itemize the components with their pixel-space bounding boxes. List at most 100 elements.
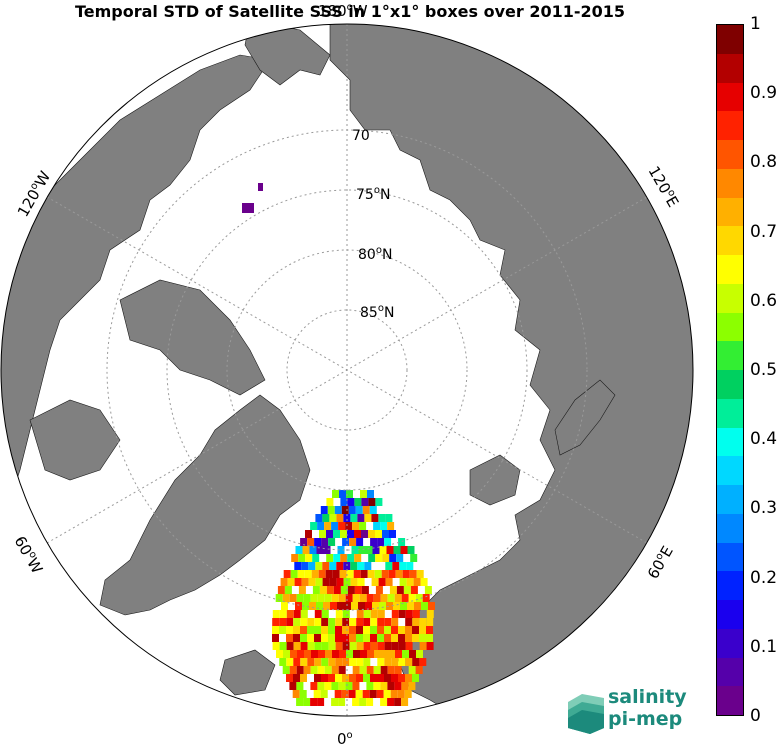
colorbar-segment [717,686,743,715]
land-svalbard [469,454,521,506]
data-cell [409,570,417,578]
data-cell [368,498,376,506]
data-cell [346,650,353,658]
data-cell [415,666,423,674]
data-cell [346,570,354,578]
data-cell [385,514,393,522]
data-cell [317,594,325,602]
data-cell [282,666,290,674]
data-cell [283,650,290,658]
data-cell [349,618,357,626]
data-cell [347,554,355,562]
colorbar-tick-label: 0.2 [750,567,778,588]
data-cell [320,506,328,514]
data-cell [348,690,356,698]
data-cell [387,594,395,602]
data-cell [316,602,323,610]
data-cell [326,554,334,562]
colorbar-segment [717,312,743,342]
data-cell [272,642,280,650]
data-cell [295,602,302,610]
data-cell [377,618,385,626]
lon-label-180: 180oW [318,2,368,20]
land-iceland [219,649,276,696]
land-baffin [29,399,121,481]
colorbar-tick-label: 0.8 [750,152,778,173]
data-cell [282,594,290,602]
data-cell [315,578,323,586]
data-cell [389,530,396,538]
data-cell [412,610,420,618]
data-cell [307,618,315,626]
data-cell [386,546,394,554]
data-cell [354,554,362,562]
colorbar-tick-label: 0 [750,706,761,726]
data-cell [419,658,427,666]
data-cell [289,666,297,674]
data-cell [384,634,391,642]
data-cell [394,698,402,706]
data-cell [303,698,311,706]
data-cell [300,538,308,546]
land-eurasia [329,24,693,716]
data-cell [409,650,416,658]
data-cell [349,538,357,546]
data-cell [394,666,402,674]
data-cell [384,618,392,626]
data-cell [394,594,402,602]
data-cell [342,610,350,618]
data-cell [359,666,367,674]
data-cell [311,570,319,578]
colorbar-segment [717,283,743,313]
data-cell [384,538,392,546]
data-cell [314,674,321,682]
data-cell [421,602,428,610]
data-cell [313,690,321,698]
data-cell [364,562,372,570]
data-cell [349,674,356,682]
data-cell [420,578,428,586]
data-cell [389,586,397,594]
data-cell [408,594,416,602]
data-cell [356,626,363,634]
data-cell [405,634,412,642]
data-cell [335,610,343,618]
data-cell [325,570,333,578]
data-cell [385,578,393,586]
colorbar-segment [717,456,743,485]
data-cell [377,538,385,546]
colorbar-segment [717,255,743,284]
data-cell [393,602,400,610]
data-cell [335,618,343,626]
data-cell [300,610,308,618]
data-cell [338,594,346,602]
data-cell [297,570,305,578]
data-cell [286,674,293,682]
data-cell [360,570,368,578]
data-cell [352,698,360,706]
data-cell [290,650,297,658]
data-cell [284,586,292,594]
colorbar-strip [716,24,744,716]
data-cell [314,618,322,626]
data-cell [399,562,407,570]
data-cell [355,506,363,514]
data-cell [295,546,303,554]
logo-icon [568,694,604,734]
data-cell [405,618,413,626]
data-cell [311,650,318,658]
data-cell [426,618,434,626]
data-cell [405,642,413,650]
colorbar-segment [717,168,743,198]
data-cell [321,618,329,626]
data-cell [279,642,287,650]
data-cell [275,594,283,602]
data-cell [351,546,359,554]
data-cell [287,578,295,586]
data-cell [324,666,332,674]
data-cell [371,514,379,522]
data-cell [359,698,367,706]
data-cell [349,642,357,650]
data-cell [315,514,323,522]
data-cell [398,538,406,546]
